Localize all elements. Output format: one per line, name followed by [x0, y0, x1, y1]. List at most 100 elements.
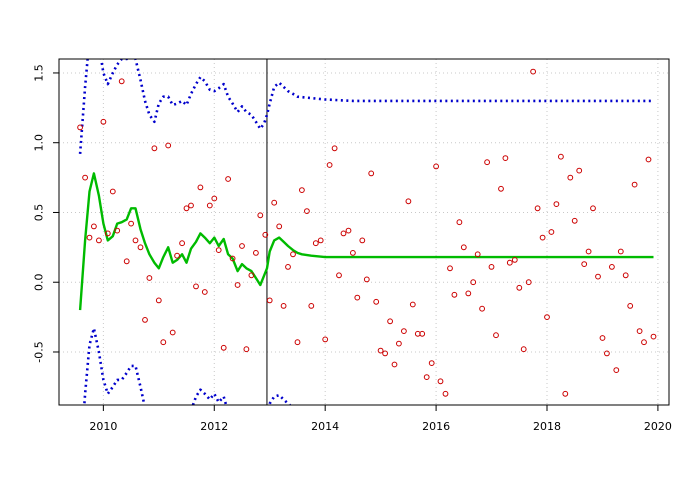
- data-point: [451, 291, 458, 298]
- data-point: [96, 237, 102, 244]
- data-point: [484, 159, 491, 166]
- data-point: [225, 176, 232, 182]
- y-tick-label: -0.5: [33, 341, 46, 362]
- data-point: [590, 205, 596, 212]
- x-tick-label: 2018: [533, 420, 561, 433]
- data-point: [442, 390, 449, 397]
- data-point: [137, 244, 144, 251]
- data-point: [354, 294, 361, 301]
- data-point: [290, 251, 296, 258]
- data-point: [350, 250, 356, 256]
- data-point: [359, 237, 366, 244]
- data-point: [201, 289, 208, 295]
- data-point: [82, 174, 88, 181]
- data-point: [650, 333, 657, 340]
- x-tick-label: 2012: [200, 420, 228, 433]
- data-point: [114, 227, 121, 234]
- data-point: [493, 332, 499, 339]
- data-point: [262, 231, 269, 238]
- data-point: [336, 272, 342, 279]
- data-point: [363, 276, 370, 283]
- upper-bound-line: [78, 59, 654, 154]
- plot-frame: [58, 58, 670, 406]
- data-point: [317, 237, 324, 244]
- data-point: [576, 167, 583, 174]
- data-point: [502, 155, 509, 162]
- data-point: [128, 220, 135, 227]
- data-point: [271, 199, 278, 206]
- data-point: [525, 279, 532, 286]
- data-point: [183, 205, 190, 212]
- data-point: [160, 339, 167, 346]
- data-point: [423, 374, 430, 381]
- data-point: [169, 329, 176, 336]
- data-point: [206, 202, 213, 209]
- data-point: [193, 283, 199, 290]
- data-point: [257, 212, 264, 219]
- data-point: [520, 346, 527, 353]
- data-point: [165, 142, 172, 149]
- data-point: [470, 279, 477, 286]
- data-point: [599, 335, 606, 341]
- data-point: [179, 240, 186, 247]
- data-point: [571, 217, 578, 224]
- data-point: [631, 181, 638, 188]
- x-tick-label: 2014: [311, 420, 339, 433]
- data-point: [248, 272, 255, 279]
- bound-lines: [78, 59, 654, 405]
- data-point: [308, 303, 315, 309]
- grid: [59, 59, 669, 405]
- data-point: [428, 360, 435, 367]
- data-point: [104, 230, 111, 237]
- data-point: [622, 272, 629, 279]
- fit-line-path: [78, 172, 654, 311]
- data-point: [460, 244, 467, 251]
- data-point: [506, 259, 513, 266]
- data-point: [109, 188, 116, 195]
- data-point: [100, 118, 107, 125]
- data-point: [437, 378, 444, 385]
- data-point: [188, 202, 194, 209]
- data-point: [243, 346, 250, 353]
- data-point: [239, 243, 245, 249]
- data-point: [609, 264, 615, 270]
- data-point: [220, 344, 227, 351]
- y-tick-label: 1.5: [33, 64, 46, 82]
- data-point: [234, 282, 241, 288]
- data-point: [118, 78, 125, 85]
- data-point: [433, 163, 440, 170]
- data-point: [516, 284, 523, 291]
- data-point: [396, 340, 402, 347]
- data-point: [155, 297, 162, 304]
- data-point: [368, 170, 375, 177]
- data-point: [77, 124, 83, 131]
- data-point: [391, 361, 398, 368]
- data-point: [382, 350, 389, 357]
- data-point: [488, 264, 495, 270]
- data-point: [553, 201, 560, 208]
- data-point: [215, 247, 222, 254]
- data-point: [373, 298, 380, 305]
- data-point: [123, 258, 130, 265]
- y-tick-label: 0.5: [33, 204, 46, 222]
- data-point: [312, 240, 319, 247]
- data-point: [604, 350, 610, 357]
- fit-line: [78, 172, 654, 311]
- data-point: [465, 290, 472, 297]
- data-points: [77, 68, 657, 397]
- data-point: [627, 303, 634, 309]
- data-point: [345, 227, 352, 234]
- data-point: [229, 255, 236, 262]
- data-point: [294, 339, 301, 346]
- data-point: [299, 187, 305, 194]
- data-point: [567, 174, 574, 181]
- data-point: [387, 318, 394, 325]
- data-point: [253, 250, 259, 256]
- data-point: [91, 223, 97, 230]
- x-axis: 2010 2012 2014 2016 2018 2020: [89, 405, 672, 433]
- data-point: [498, 185, 504, 192]
- x-tick-label: 2016: [422, 420, 450, 433]
- data-point: [340, 230, 347, 237]
- data-point: [562, 390, 569, 397]
- data-point: [511, 257, 518, 263]
